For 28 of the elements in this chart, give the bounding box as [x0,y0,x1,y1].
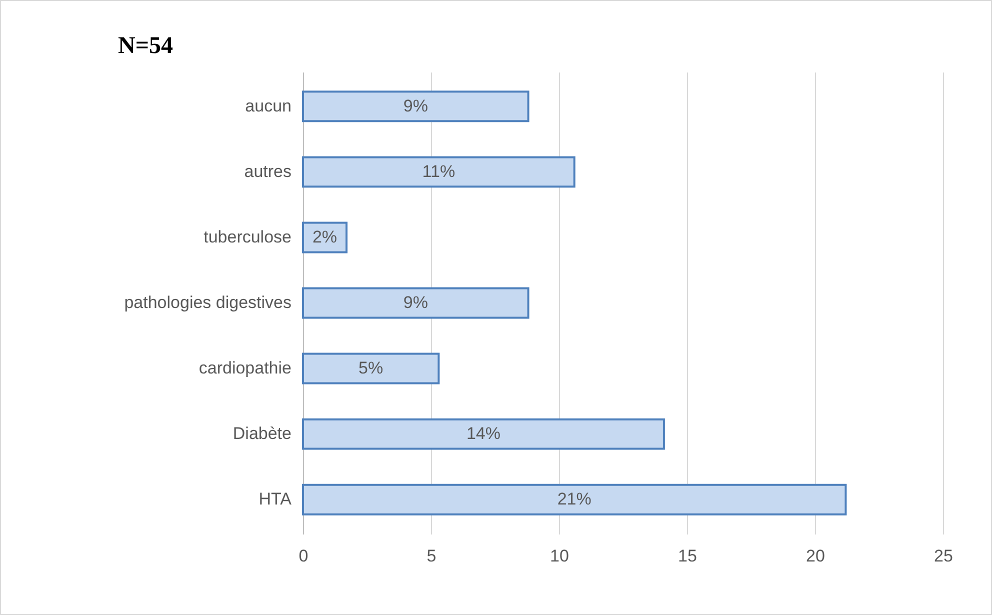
data-label: 14% [466,424,500,444]
y-tick-label: HTA [258,490,292,509]
data-label: 9% [403,96,428,116]
bar [302,418,665,450]
data-label: 2% [312,227,338,246]
x-tick-label: 25 [934,546,953,566]
y-tick-label: Diabète [232,424,292,444]
x-tick-label: 20 [806,546,825,566]
y-tick-label: pathologies digestives [124,293,292,312]
data-label: 9% [403,293,428,312]
y-tick-label: tuberculose [204,227,292,246]
y-tick-label: aucun [245,96,292,116]
x-tick-label: 10 [550,546,569,566]
data-label: 5% [358,358,384,378]
y-tick-label: autres [244,162,292,181]
x-tick-label: 0 [298,546,308,566]
chart-title: N=54 [118,33,174,59]
bar [302,484,847,516]
y-tick-label: cardiopathie [198,358,292,378]
x-tick-label: 5 [426,546,436,566]
bar [302,90,530,122]
data-label: 11% [422,162,456,181]
bar [302,156,576,188]
bar [302,287,530,319]
data-label: 21% [557,490,592,509]
bar [302,222,348,254]
bar [302,352,440,384]
x-tick-label: 15 [678,546,697,566]
